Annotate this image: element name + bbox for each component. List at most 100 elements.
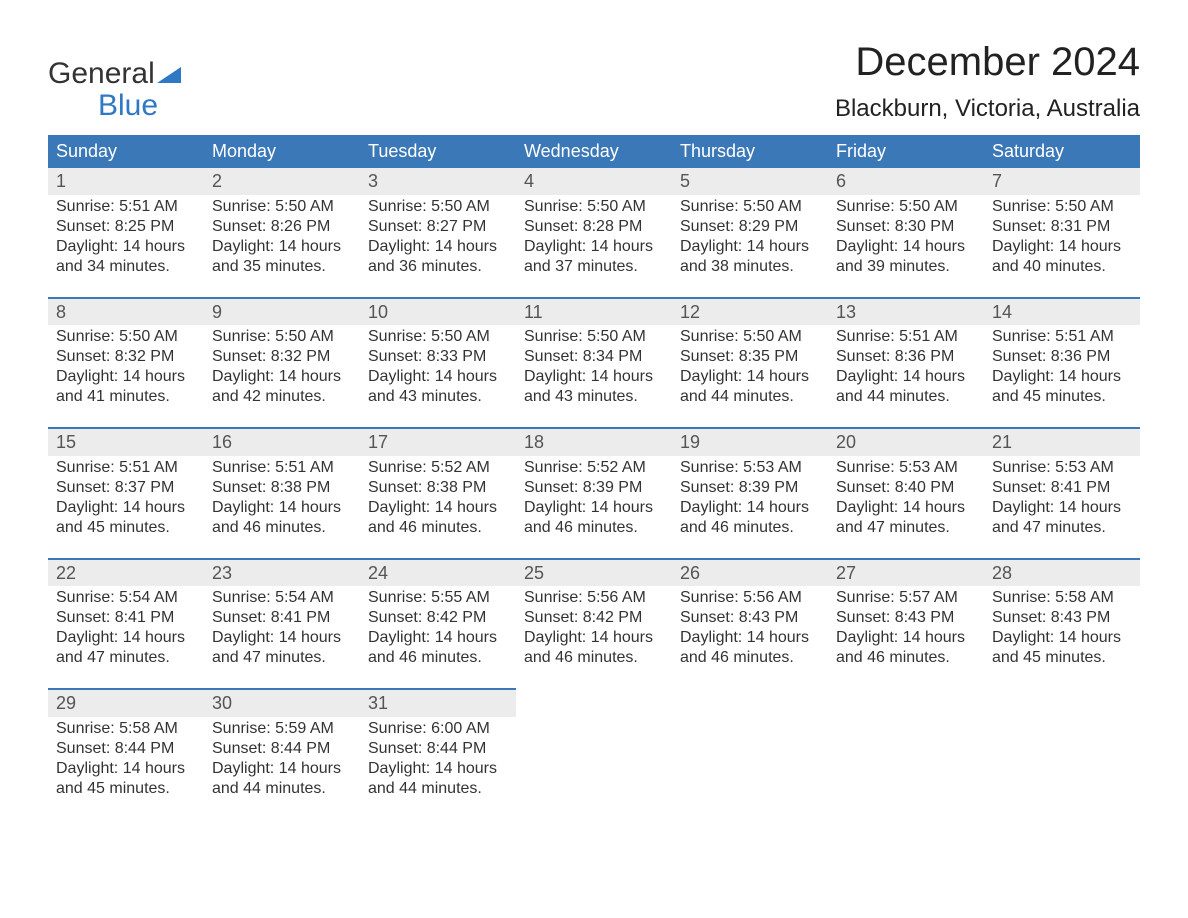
day-cell: 30Sunrise: 5:59 AMSunset: 8:44 PMDayligh…: [204, 688, 360, 819]
day-cell: 24Sunrise: 5:55 AMSunset: 8:42 PMDayligh…: [360, 558, 516, 689]
sunrise-line: Sunrise: 5:50 AM: [212, 327, 352, 347]
day-number: 22: [48, 558, 204, 587]
sunrise-line: Sunrise: 5:50 AM: [56, 327, 196, 347]
sunset-line: Sunset: 8:31 PM: [992, 217, 1132, 237]
calendar-grid: SundayMondayTuesdayWednesdayThursdayFrid…: [48, 135, 1140, 819]
day-cell: 31Sunrise: 6:00 AMSunset: 8:44 PMDayligh…: [360, 688, 516, 819]
sunset-line: Sunset: 8:41 PM: [212, 608, 352, 628]
daylight-line: Daylight: 14 hours and 38 minutes.: [680, 237, 820, 277]
sunrise-line: Sunrise: 5:58 AM: [56, 719, 196, 739]
sunrise-line: Sunrise: 5:50 AM: [680, 197, 820, 217]
daylight-line: Daylight: 14 hours and 47 minutes.: [56, 628, 196, 668]
daylight-line: Daylight: 14 hours and 47 minutes.: [212, 628, 352, 668]
day-cell: 7Sunrise: 5:50 AMSunset: 8:31 PMDaylight…: [984, 168, 1140, 297]
logo-word2: Blue: [48, 90, 181, 122]
daylight-line: Daylight: 14 hours and 39 minutes.: [836, 237, 976, 277]
sunset-line: Sunset: 8:39 PM: [680, 478, 820, 498]
daylight-line: Daylight: 14 hours and 36 minutes.: [368, 237, 508, 277]
page-titles: December 2024 Blackburn, Victoria, Austr…: [835, 40, 1140, 123]
sunset-line: Sunset: 8:40 PM: [836, 478, 976, 498]
day-number: 11: [516, 297, 672, 326]
day-number: 29: [48, 688, 204, 717]
daylight-line: Daylight: 14 hours and 44 minutes.: [212, 759, 352, 799]
month-title: December 2024: [835, 40, 1140, 85]
daylight-line: Daylight: 14 hours and 43 minutes.: [524, 367, 664, 407]
sunrise-line: Sunrise: 5:51 AM: [56, 197, 196, 217]
day-cell: 8Sunrise: 5:50 AMSunset: 8:32 PMDaylight…: [48, 297, 204, 428]
sunset-line: Sunset: 8:38 PM: [368, 478, 508, 498]
daylight-line: Daylight: 14 hours and 45 minutes.: [992, 628, 1132, 668]
day-number: 5: [672, 168, 828, 195]
day-number: 1: [48, 168, 204, 195]
daylight-line: Daylight: 14 hours and 46 minutes.: [524, 498, 664, 538]
sunrise-line: Sunrise: 5:56 AM: [524, 588, 664, 608]
day-cell: 27Sunrise: 5:57 AMSunset: 8:43 PMDayligh…: [828, 558, 984, 689]
sunrise-line: Sunrise: 5:51 AM: [836, 327, 976, 347]
daylight-line: Daylight: 14 hours and 46 minutes.: [212, 498, 352, 538]
day-number: 31: [360, 688, 516, 717]
logo-word1: General: [48, 58, 155, 90]
sunrise-line: Sunrise: 5:53 AM: [836, 458, 976, 478]
sunrise-line: Sunrise: 5:52 AM: [368, 458, 508, 478]
empty-cell: [672, 688, 828, 819]
day-cell: 9Sunrise: 5:50 AMSunset: 8:32 PMDaylight…: [204, 297, 360, 428]
day-number: 3: [360, 168, 516, 195]
day-cell: 16Sunrise: 5:51 AMSunset: 8:38 PMDayligh…: [204, 427, 360, 558]
day-cell: 5Sunrise: 5:50 AMSunset: 8:29 PMDaylight…: [672, 168, 828, 297]
day-number: 16: [204, 427, 360, 456]
sunset-line: Sunset: 8:25 PM: [56, 217, 196, 237]
day-number: 6: [828, 168, 984, 195]
day-cell: 21Sunrise: 5:53 AMSunset: 8:41 PMDayligh…: [984, 427, 1140, 558]
day-number: 24: [360, 558, 516, 587]
day-cell: 17Sunrise: 5:52 AMSunset: 8:38 PMDayligh…: [360, 427, 516, 558]
daylight-line: Daylight: 14 hours and 45 minutes.: [56, 759, 196, 799]
sunset-line: Sunset: 8:28 PM: [524, 217, 664, 237]
sunrise-line: Sunrise: 5:59 AM: [212, 719, 352, 739]
sunrise-line: Sunrise: 5:50 AM: [524, 327, 664, 347]
daylight-line: Daylight: 14 hours and 44 minutes.: [836, 367, 976, 407]
daylight-line: Daylight: 14 hours and 46 minutes.: [680, 498, 820, 538]
sunset-line: Sunset: 8:43 PM: [992, 608, 1132, 628]
day-number: 7: [984, 168, 1140, 195]
sunset-line: Sunset: 8:44 PM: [368, 739, 508, 759]
sail-icon: [157, 67, 181, 83]
sunset-line: Sunset: 8:36 PM: [992, 347, 1132, 367]
weekday-header: Tuesday: [360, 135, 516, 168]
day-cell: 25Sunrise: 5:56 AMSunset: 8:42 PMDayligh…: [516, 558, 672, 689]
sunrise-line: Sunrise: 5:51 AM: [212, 458, 352, 478]
empty-cell: [828, 688, 984, 819]
weekday-header: Monday: [204, 135, 360, 168]
day-number: 28: [984, 558, 1140, 587]
day-cell: 22Sunrise: 5:54 AMSunset: 8:41 PMDayligh…: [48, 558, 204, 689]
daylight-line: Daylight: 14 hours and 41 minutes.: [56, 367, 196, 407]
daylight-line: Daylight: 14 hours and 40 minutes.: [992, 237, 1132, 277]
daylight-line: Daylight: 14 hours and 45 minutes.: [992, 367, 1132, 407]
sunrise-line: Sunrise: 5:50 AM: [680, 327, 820, 347]
daylight-line: Daylight: 14 hours and 46 minutes.: [680, 628, 820, 668]
day-cell: 19Sunrise: 5:53 AMSunset: 8:39 PMDayligh…: [672, 427, 828, 558]
daylight-line: Daylight: 14 hours and 46 minutes.: [368, 498, 508, 538]
sunrise-line: Sunrise: 5:50 AM: [368, 197, 508, 217]
day-number: 13: [828, 297, 984, 326]
day-number: 14: [984, 297, 1140, 326]
day-number: 27: [828, 558, 984, 587]
daylight-line: Daylight: 14 hours and 44 minutes.: [368, 759, 508, 799]
day-cell: 3Sunrise: 5:50 AMSunset: 8:27 PMDaylight…: [360, 168, 516, 297]
day-number: 2: [204, 168, 360, 195]
day-cell: 26Sunrise: 5:56 AMSunset: 8:43 PMDayligh…: [672, 558, 828, 689]
sunset-line: Sunset: 8:39 PM: [524, 478, 664, 498]
sunset-line: Sunset: 8:30 PM: [836, 217, 976, 237]
sunset-line: Sunset: 8:42 PM: [524, 608, 664, 628]
day-number: 10: [360, 297, 516, 326]
day-number: 9: [204, 297, 360, 326]
day-number: 23: [204, 558, 360, 587]
sunset-line: Sunset: 8:35 PM: [680, 347, 820, 367]
location: Blackburn, Victoria, Australia: [835, 95, 1140, 123]
sunrise-line: Sunrise: 5:54 AM: [212, 588, 352, 608]
sunrise-line: Sunrise: 5:50 AM: [212, 197, 352, 217]
sunrise-line: Sunrise: 5:53 AM: [992, 458, 1132, 478]
sunrise-line: Sunrise: 5:51 AM: [992, 327, 1132, 347]
sunrise-line: Sunrise: 5:50 AM: [836, 197, 976, 217]
daylight-line: Daylight: 14 hours and 42 minutes.: [212, 367, 352, 407]
day-cell: 10Sunrise: 5:50 AMSunset: 8:33 PMDayligh…: [360, 297, 516, 428]
